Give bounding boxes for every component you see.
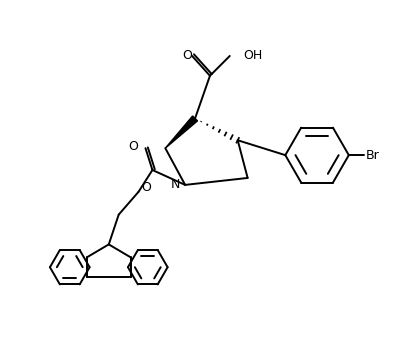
Text: Br: Br [365, 149, 379, 162]
Text: OH: OH [243, 50, 262, 63]
Polygon shape [165, 116, 197, 148]
Text: O: O [182, 50, 192, 63]
Text: O: O [128, 140, 138, 153]
Text: N: N [170, 179, 179, 192]
Text: O: O [141, 181, 151, 194]
